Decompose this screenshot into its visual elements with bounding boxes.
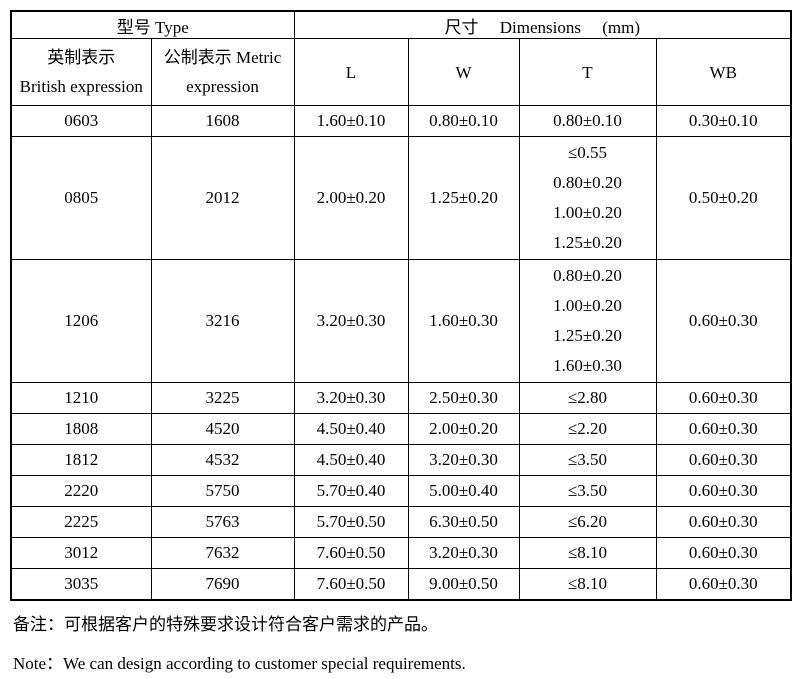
cell-w: 5.00±0.40 [407, 475, 520, 507]
header-type: 型号 Type [10, 10, 295, 39]
cell-british: 2220 [10, 475, 152, 507]
table-body: 0603 1608 1.60±0.10 0.80±0.10 0.80±0.10 0.30±… [10, 105, 792, 600]
cell-british: 0805 [10, 136, 152, 260]
dimensions-table: 型号 Type 尺寸 Dimensions (mm) 英制表示 British … [10, 10, 792, 601]
table-row: 3035 7690 7.60±0.50 9.00±0.50 ≤8.10 0.60±0.30 [10, 568, 792, 600]
cell-l: 4.50±0.40 [293, 413, 409, 445]
cell-w: 3.20±0.30 [407, 444, 520, 476]
cell-wb: 0.60±0.30 [655, 382, 792, 414]
cell-t: ≤6.20 [518, 506, 657, 538]
table-row: 2220 5750 5.70±0.40 5.00±0.40 ≤3.50 0.60±0.30 [10, 475, 792, 507]
table-row: 0805 2012 2.00±0.20 1.25±0.20 ≤0.55 0.80±0.20… [10, 136, 792, 260]
cell-metric: 4520 [150, 413, 295, 445]
cell-metric: 5763 [150, 506, 295, 538]
cell-british: 1808 [10, 413, 152, 445]
cell-t-line: 1.00±0.20 [553, 203, 622, 222]
cell-t: ≤2.20 [518, 413, 657, 445]
header-metric-expression: 公制表示 Metric expression [150, 38, 295, 106]
cell-wb: 0.60±0.30 [655, 568, 792, 600]
cell-british: 1812 [10, 444, 152, 476]
footer-notes: 备注：可根据客户的特殊要求设计符合客户需求的产品。 Note：We can de… [13, 614, 790, 675]
cell-t: ≤3.50 [518, 475, 657, 507]
cell-wb: 0.60±0.30 [655, 537, 792, 569]
cell-t: ≤8.10 [518, 537, 657, 569]
cell-w: 3.20±0.30 [407, 537, 520, 569]
cell-w: 0.80±0.10 [407, 105, 520, 137]
cell-metric: 5750 [150, 475, 295, 507]
cell-metric: 7632 [150, 537, 295, 569]
table-row: 1210 3225 3.20±0.30 2.50±0.30 ≤2.80 0.60±0.30 [10, 382, 792, 414]
cell-wb: 0.60±0.30 [655, 475, 792, 507]
cell-l: 7.60±0.50 [293, 537, 409, 569]
cell-w: 1.60±0.30 [407, 259, 520, 383]
cell-british: 1206 [10, 259, 152, 383]
note-zh: 备注：可根据客户的特殊要求设计符合客户需求的产品。 [13, 614, 438, 634]
cell-british: 2225 [10, 506, 152, 538]
cell-british: 3035 [10, 568, 152, 600]
cell-t: ≤8.10 [518, 568, 657, 600]
cell-l: 1.60±0.10 [293, 105, 409, 137]
cell-w: 1.25±0.20 [407, 136, 520, 260]
cell-british: 3012 [10, 537, 152, 569]
table-row: 2225 5763 5.70±0.50 6.30±0.50 ≤6.20 0.60±0.30 [10, 506, 792, 538]
cell-l: 3.20±0.30 [293, 382, 409, 414]
header-row-columns: 英制表示 British expression 公制表示 Metric expr… [10, 38, 792, 106]
cell-wb: 0.30±0.10 [655, 105, 792, 137]
header-dimensions: 尺寸 Dimensions (mm) [293, 10, 792, 39]
cell-metric: 2012 [150, 136, 295, 260]
cell-l: 7.60±0.50 [293, 568, 409, 600]
cell-metric: 7690 [150, 568, 295, 600]
cell-l: 5.70±0.50 [293, 506, 409, 538]
cell-w: 2.00±0.20 [407, 413, 520, 445]
cell-t-line: 0.80±0.20 [553, 173, 622, 192]
cell-w: 6.30±0.50 [407, 506, 520, 538]
cell-t-line: 1.60±0.30 [553, 356, 622, 375]
cell-metric: 4532 [150, 444, 295, 476]
cell-w: 9.00±0.50 [407, 568, 520, 600]
header-wb: WB [655, 38, 792, 106]
cell-wb: 0.50±0.20 [655, 136, 792, 260]
table-row: 0603 1608 1.60±0.10 0.80±0.10 0.80±0.10 0.30±… [10, 105, 792, 137]
cell-t: 0.80±0.20 1.00±0.20 1.25±0.20 1.60±0.30 [518, 259, 657, 383]
table-row: 1812 4532 4.50±0.40 3.20±0.30 ≤3.50 0.60±0.30 [10, 444, 792, 476]
table-row: 3012 7632 7.60±0.50 3.20±0.30 ≤8.10 0.60±0.30 [10, 537, 792, 569]
cell-wb: 0.60±0.30 [655, 506, 792, 538]
cell-t-line: 1.00±0.20 [553, 296, 622, 315]
cell-t: ≤3.50 [518, 444, 657, 476]
header-row-groups: 型号 Type 尺寸 Dimensions (mm) [10, 10, 792, 39]
header-l: L [293, 38, 409, 106]
cell-t-line: ≤0.55 [567, 143, 608, 162]
table-row: 1206 3216 3.20±0.30 1.60±0.30 0.80±0.20 1.00±… [10, 259, 792, 383]
header-t: T [518, 38, 657, 106]
header-british-expression: 英制表示 British expression [10, 38, 152, 106]
table-row: 1808 4520 4.50±0.40 2.00±0.20 ≤2.20 0.60±0.30 [10, 413, 792, 445]
note-en: Note：We can design according to customer… [13, 653, 466, 673]
cell-british: 0603 [10, 105, 152, 137]
cell-british: 1210 [10, 382, 152, 414]
table-header: 型号 Type 尺寸 Dimensions (mm) 英制表示 British … [10, 10, 792, 106]
cell-t: 0.80±0.10 [518, 105, 657, 137]
cell-wb: 0.60±0.30 [655, 259, 792, 383]
header-w: W [407, 38, 520, 106]
cell-t-line: 1.25±0.20 [553, 326, 622, 345]
cell-l: 4.50±0.40 [293, 444, 409, 476]
cell-t: ≤0.55 0.80±0.20 1.00±0.20 1.25±0.20 [518, 136, 657, 260]
cell-metric: 3225 [150, 382, 295, 414]
cell-metric: 3216 [150, 259, 295, 383]
cell-l: 3.20±0.30 [293, 259, 409, 383]
cell-l: 2.00±0.20 [293, 136, 409, 260]
cell-metric: 1608 [150, 105, 295, 137]
cell-wb: 0.60±0.30 [655, 444, 792, 476]
cell-t-line: 0.80±0.20 [553, 266, 622, 285]
cell-wb: 0.60±0.30 [655, 413, 792, 445]
cell-w: 2.50±0.30 [407, 382, 520, 414]
cell-t-line: 1.25±0.20 [553, 233, 622, 252]
cell-l: 5.70±0.40 [293, 475, 409, 507]
cell-t: ≤2.80 [518, 382, 657, 414]
